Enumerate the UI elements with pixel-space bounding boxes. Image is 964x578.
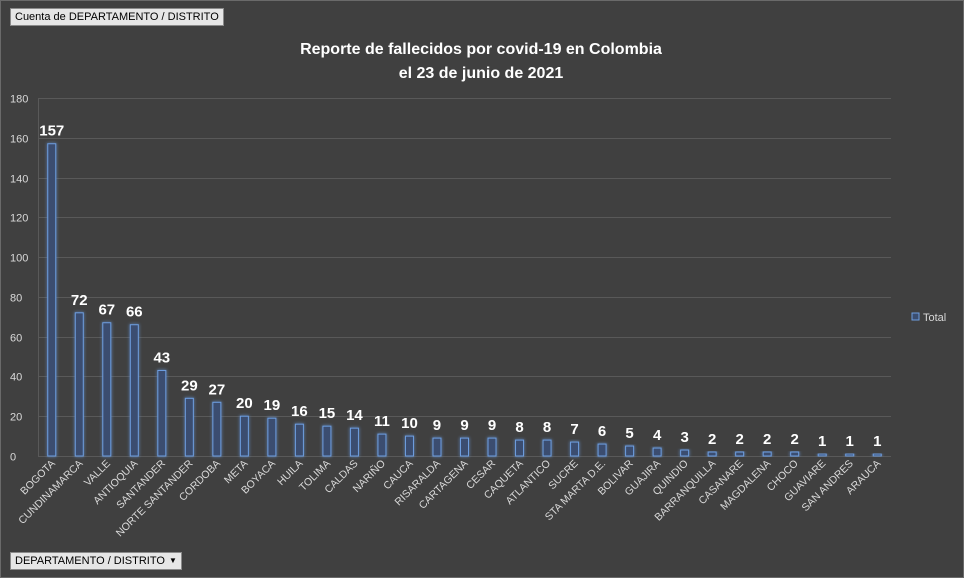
data-label: 1 <box>846 433 854 450</box>
data-label: 2 <box>735 431 743 448</box>
data-label: 72 <box>71 292 88 309</box>
data-label: 9 <box>488 417 496 434</box>
bar-sta-marta-d-e- <box>597 443 607 457</box>
data-label: 3 <box>680 429 688 446</box>
data-label: 9 <box>433 417 441 434</box>
chart-title-line1: Reporte de fallecidos por covid-19 en Co… <box>300 41 662 58</box>
data-label: 9 <box>460 417 468 434</box>
data-label: 43 <box>153 349 170 366</box>
value-field-button[interactable]: Cuenta de DEPARTAMENTO / DISTRITO <box>10 8 224 26</box>
dropdown-arrow-icon: ▼ <box>168 556 177 565</box>
legend: Total <box>911 312 946 324</box>
x-tick-label: CARTAGENA <box>417 458 471 512</box>
bars <box>47 143 882 457</box>
y-tick-label: 60 <box>10 333 22 345</box>
data-label: 5 <box>625 425 633 442</box>
bar-antioquia <box>129 324 139 457</box>
data-label: 1 <box>873 433 881 450</box>
bar-bolivar <box>625 445 635 457</box>
bar-caqueta <box>515 439 525 457</box>
y-tick-label: 80 <box>10 293 22 305</box>
bar-risaralda <box>432 437 442 457</box>
data-label: 4 <box>653 427 662 444</box>
y-tick-label: 180 <box>10 94 28 106</box>
y-tick-label: 40 <box>10 372 22 384</box>
bar-san-andres <box>845 453 855 457</box>
legend-label: Total <box>923 312 946 324</box>
y-tick-label: 140 <box>10 174 28 186</box>
bar-huila <box>294 423 304 457</box>
bar-choco <box>790 451 800 457</box>
bar-valle <box>102 322 112 457</box>
bar-nariño <box>377 433 387 457</box>
bar-santander <box>157 369 167 457</box>
data-label: 8 <box>515 419 523 436</box>
data-label: 29 <box>181 377 198 394</box>
axis-field-label: DEPARTAMENTO / DISTRITO <box>15 555 165 567</box>
data-label: 19 <box>264 397 281 414</box>
chart-title-line2: el 23 de junio de 2021 <box>399 65 564 82</box>
bar-cesar <box>487 437 497 457</box>
bar-atlantico <box>542 439 552 457</box>
axis-field-button[interactable]: DEPARTAMENTO / DISTRITO ▼ <box>10 552 182 570</box>
data-label: 66 <box>126 304 143 321</box>
data-label: 2 <box>791 431 799 448</box>
data-label: 15 <box>319 405 336 422</box>
y-axis-ticks: 0 20 40 60 80 100 120 140 160 180 <box>10 94 28 464</box>
data-label: 2 <box>763 431 771 448</box>
data-label: 20 <box>236 395 253 412</box>
bar-cauca <box>404 435 414 457</box>
bar-casanare <box>735 451 745 457</box>
data-label: 67 <box>98 302 115 319</box>
bar-barranquilla <box>707 451 717 457</box>
y-tick-label: 0 <box>10 452 16 464</box>
data-label: 11 <box>374 413 390 430</box>
data-label: 16 <box>291 403 308 420</box>
data-label: 157 <box>39 123 64 140</box>
bar-tolima <box>322 425 332 457</box>
bar-quindio <box>680 449 690 457</box>
y-tick-label: 100 <box>10 253 28 265</box>
legend-swatch <box>911 312 920 321</box>
data-label: 10 <box>401 415 418 432</box>
bar-sucre <box>570 441 580 457</box>
bar-arauca <box>872 453 882 457</box>
bar-cordoba <box>212 401 222 457</box>
data-label: 2 <box>708 431 716 448</box>
y-tick-label: 20 <box>10 412 22 424</box>
bar-magdalena <box>762 451 772 457</box>
data-label: 27 <box>209 381 226 398</box>
gridlines <box>38 98 891 457</box>
bar-guaviare <box>817 453 827 457</box>
value-field-label: Cuenta de DEPARTAMENTO / DISTRITO <box>15 11 219 23</box>
bar-cundinamarca <box>74 312 84 457</box>
bar-caldas <box>349 427 359 457</box>
bar-norte-santander <box>184 397 194 457</box>
bar-bogota <box>47 143 57 457</box>
bar-boyaca <box>267 417 277 457</box>
data-label: 8 <box>543 419 551 436</box>
y-tick-label: 160 <box>10 134 28 146</box>
data-label: 7 <box>570 421 578 438</box>
bar-cartagena <box>460 437 469 457</box>
y-tick-label: 120 <box>10 213 28 225</box>
x-axis-ticks: BOGOTACUNDINAMARCAVALLEANTIOQUIASANTANDE… <box>16 457 883 539</box>
data-label: 1 <box>818 433 826 450</box>
data-label: 6 <box>598 423 606 440</box>
bar-guajira <box>652 447 662 457</box>
bar-meta <box>239 415 249 457</box>
data-label: 14 <box>346 407 363 424</box>
